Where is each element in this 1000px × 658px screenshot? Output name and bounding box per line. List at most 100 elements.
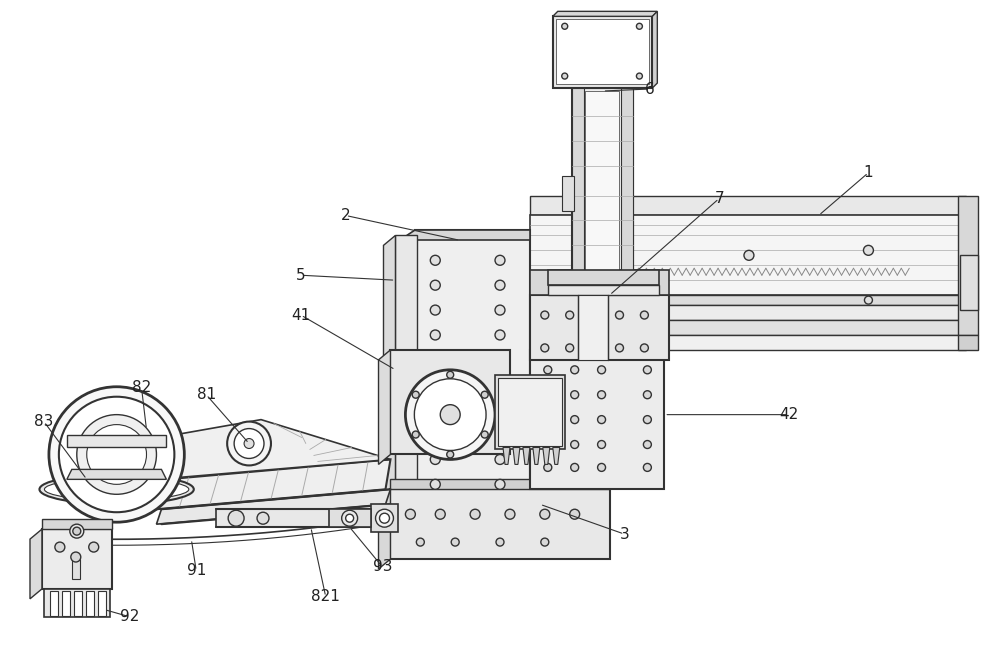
- Circle shape: [380, 513, 389, 523]
- Bar: [371, 504, 398, 532]
- Polygon shape: [530, 195, 966, 215]
- Ellipse shape: [44, 478, 189, 500]
- Circle shape: [470, 509, 480, 519]
- Circle shape: [640, 344, 648, 352]
- Circle shape: [405, 370, 495, 459]
- Polygon shape: [533, 447, 540, 465]
- Bar: [585, 91, 619, 270]
- Circle shape: [228, 510, 244, 526]
- Circle shape: [636, 73, 642, 79]
- Circle shape: [616, 311, 623, 319]
- Circle shape: [430, 455, 440, 465]
- Bar: [86, 591, 94, 616]
- Circle shape: [643, 391, 651, 399]
- Polygon shape: [553, 447, 560, 465]
- Bar: [329, 509, 371, 527]
- Bar: [553, 16, 652, 88]
- Circle shape: [71, 552, 81, 562]
- Circle shape: [495, 305, 505, 315]
- Polygon shape: [548, 285, 659, 295]
- Polygon shape: [530, 305, 966, 320]
- Polygon shape: [503, 447, 510, 465]
- Circle shape: [598, 416, 606, 424]
- Circle shape: [77, 415, 156, 494]
- Circle shape: [405, 509, 415, 519]
- Circle shape: [571, 416, 579, 424]
- Circle shape: [571, 366, 579, 374]
- Bar: [578, 295, 608, 360]
- Circle shape: [234, 428, 264, 459]
- Circle shape: [544, 463, 552, 471]
- Polygon shape: [42, 519, 112, 529]
- Circle shape: [544, 440, 552, 449]
- Circle shape: [566, 344, 574, 352]
- Circle shape: [481, 392, 488, 398]
- Circle shape: [544, 391, 552, 399]
- Bar: [562, 176, 574, 211]
- Circle shape: [571, 463, 579, 471]
- Bar: [98, 591, 106, 616]
- Polygon shape: [400, 230, 415, 519]
- Bar: [572, 88, 633, 272]
- Polygon shape: [379, 490, 390, 569]
- Polygon shape: [553, 11, 657, 16]
- Circle shape: [571, 391, 579, 399]
- Circle shape: [636, 23, 642, 29]
- Bar: [44, 589, 110, 617]
- Bar: [72, 559, 80, 579]
- Circle shape: [430, 430, 440, 440]
- Text: 81: 81: [197, 387, 216, 402]
- Circle shape: [616, 344, 623, 352]
- Circle shape: [412, 392, 419, 398]
- Text: 6: 6: [644, 82, 654, 97]
- Circle shape: [591, 344, 599, 352]
- Circle shape: [430, 305, 440, 315]
- Circle shape: [643, 416, 651, 424]
- Circle shape: [496, 538, 504, 546]
- Circle shape: [640, 311, 648, 319]
- Circle shape: [544, 416, 552, 424]
- Bar: [530, 295, 669, 360]
- Polygon shape: [383, 236, 395, 504]
- Circle shape: [430, 355, 440, 365]
- Circle shape: [495, 355, 505, 365]
- Circle shape: [257, 512, 269, 524]
- Polygon shape: [390, 480, 610, 490]
- Circle shape: [495, 380, 505, 390]
- Text: 93: 93: [373, 559, 392, 574]
- Circle shape: [863, 245, 873, 255]
- Circle shape: [495, 280, 505, 290]
- Circle shape: [412, 431, 419, 438]
- Circle shape: [430, 480, 440, 490]
- Text: 42: 42: [779, 407, 798, 422]
- Polygon shape: [67, 434, 166, 447]
- Circle shape: [541, 311, 549, 319]
- Bar: [390, 490, 610, 559]
- Circle shape: [73, 527, 81, 535]
- Circle shape: [440, 405, 460, 424]
- Polygon shape: [379, 350, 390, 465]
- Circle shape: [495, 255, 505, 265]
- Circle shape: [562, 73, 568, 79]
- Polygon shape: [530, 215, 966, 295]
- Text: 5: 5: [296, 268, 306, 283]
- Circle shape: [70, 524, 84, 538]
- Circle shape: [59, 397, 174, 512]
- Circle shape: [570, 509, 580, 519]
- Circle shape: [591, 311, 599, 319]
- Bar: [960, 255, 978, 310]
- Circle shape: [495, 330, 505, 340]
- Circle shape: [571, 440, 579, 449]
- Circle shape: [447, 371, 454, 378]
- Circle shape: [87, 424, 146, 484]
- Circle shape: [481, 431, 488, 438]
- Bar: [395, 236, 417, 494]
- Circle shape: [864, 296, 872, 304]
- Text: 83: 83: [34, 414, 54, 429]
- Circle shape: [435, 509, 445, 519]
- Bar: [50, 591, 58, 616]
- Circle shape: [451, 538, 459, 546]
- Polygon shape: [530, 320, 966, 335]
- Circle shape: [49, 387, 184, 522]
- Circle shape: [55, 542, 65, 552]
